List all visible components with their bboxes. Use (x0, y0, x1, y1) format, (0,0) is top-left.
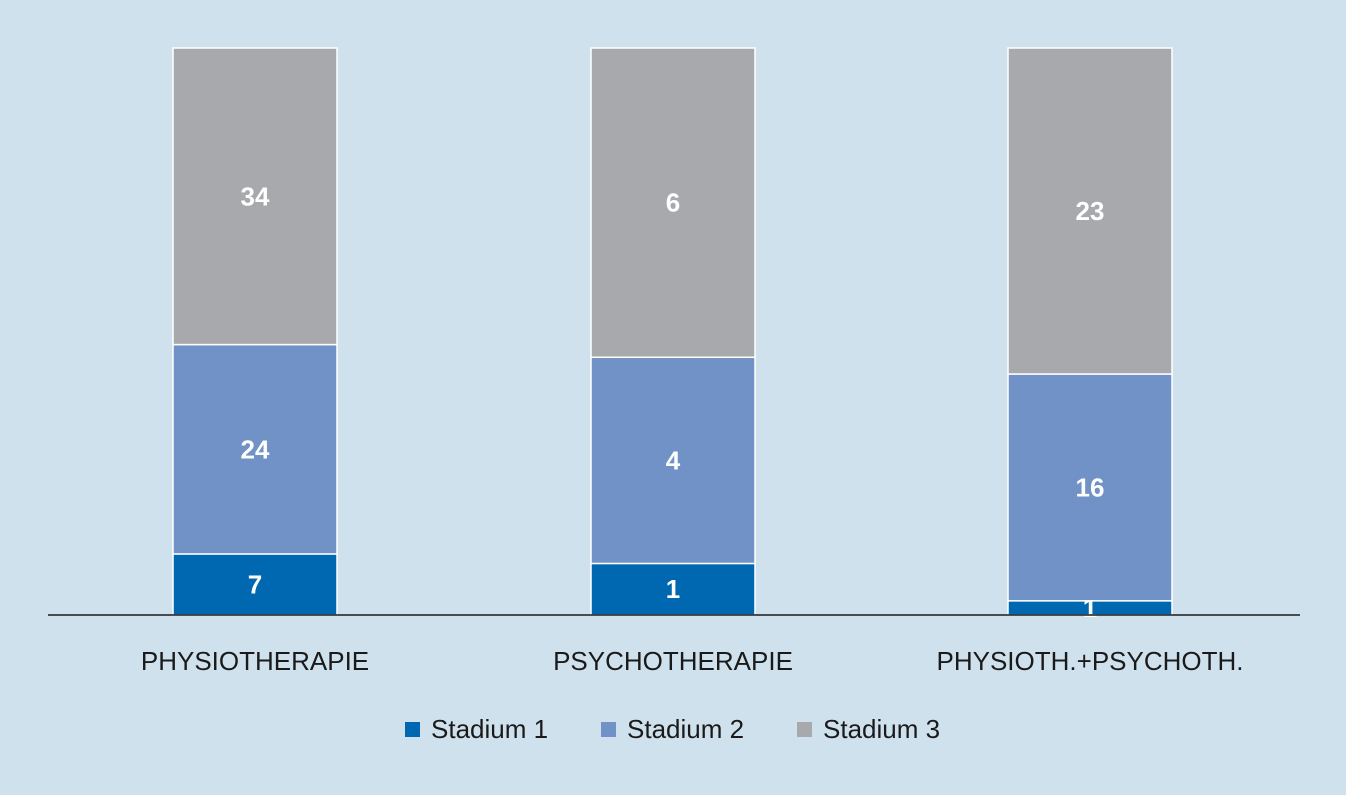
bar-segment-stadium-3-2 (590, 47, 756, 359)
category-labels: PHYSIOTHERAPIE PSYCHOTHERAPIE PHYSIOTH.+PS… (141, 646, 1244, 676)
data-label: 24 (241, 434, 270, 464)
data-label: 23 (1076, 196, 1105, 226)
category-label: PHYSIOTHERAPIE (141, 646, 369, 676)
bar-segment-stadium-2-3 (1007, 373, 1173, 602)
data-label: 7 (248, 569, 262, 599)
legend: Stadium 1 Stadium 2 Stadium 3 (405, 714, 940, 744)
legend-entry: Stadium 2 (627, 714, 744, 744)
data-label: 6 (666, 188, 680, 218)
bar-segment-stadium-3-1 (172, 47, 338, 346)
data-label: 34 (241, 181, 270, 211)
data-label: 16 (1076, 472, 1105, 502)
bar-segment-stadium-3-3 (1007, 47, 1173, 375)
bar-segment-stadium-1-1 (172, 553, 338, 616)
bar-segment-stadium-2-2 (590, 356, 756, 565)
bar-segment-stadium-2-1 (172, 343, 338, 555)
category-label: PSYCHOTHERAPIE (553, 646, 793, 676)
legend-swatch (797, 722, 812, 737)
data-label: 1 (666, 574, 680, 604)
category-label: PHYSIOTH.+PSYCHOTH. (937, 646, 1244, 676)
legend-entry: Stadium 1 (431, 714, 548, 744)
data-label: 4 (666, 445, 681, 475)
legend-swatch (601, 722, 616, 737)
bar-segment-stadium-1-2 (590, 562, 756, 616)
legend-swatch (405, 722, 420, 737)
legend-entry: Stadium 3 (823, 714, 940, 744)
